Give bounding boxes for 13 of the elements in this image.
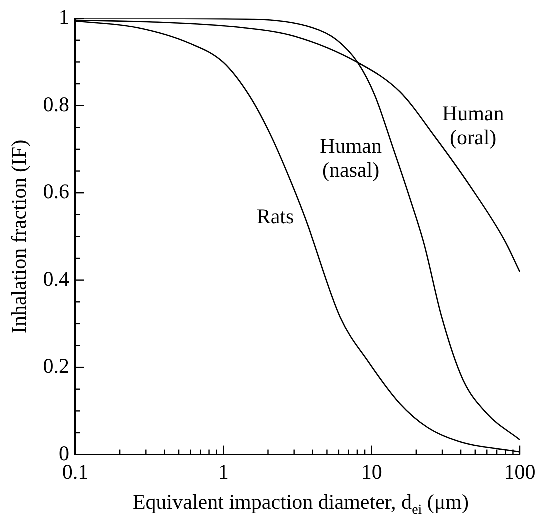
series-label: Human (oral) <box>442 101 505 150</box>
y-tick-label: 1 <box>58 5 70 30</box>
series-label: Rats <box>256 204 294 228</box>
y-tick-label: 0.4 <box>43 266 70 291</box>
y-axis-title: Inhalation fraction (IF) <box>7 140 32 334</box>
x-tick-label: 100 <box>504 460 536 484</box>
y-tick-label: 0.2 <box>43 354 70 378</box>
y-tick-label: 0.6 <box>43 180 70 204</box>
x-axis-title: Equivalent impaction diameter, d$_{ei}$ (μm) <box>132 490 470 520</box>
x-tick-label: 10 <box>361 460 382 484</box>
x-tick-label: 1 <box>218 460 229 484</box>
y-tick-label: 0.8 <box>43 92 70 116</box>
series-label: Human (nasal) <box>320 134 382 182</box>
